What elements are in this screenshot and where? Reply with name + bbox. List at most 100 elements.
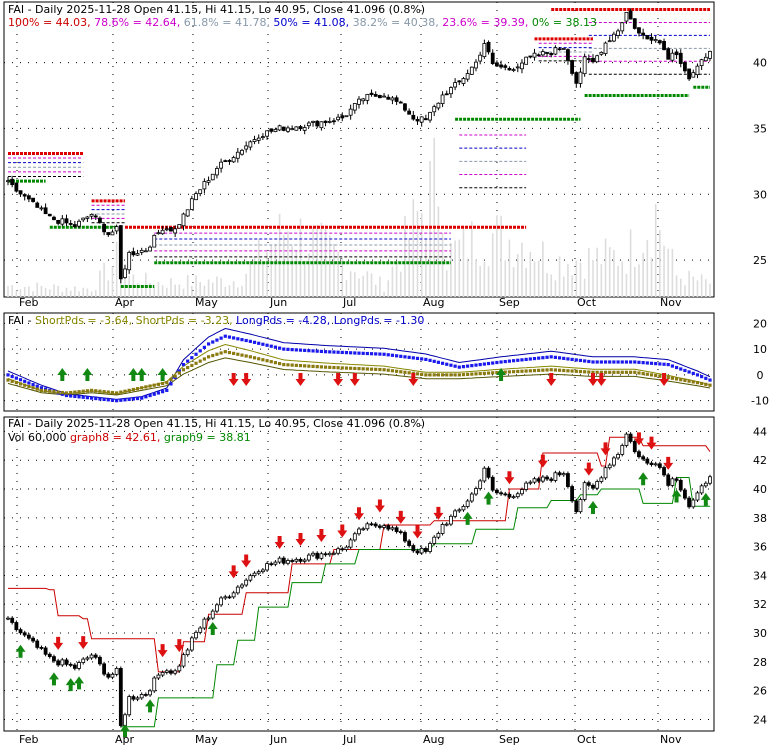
- volume-bar: [23, 286, 26, 297]
- volume-bar: [471, 221, 473, 297]
- long-dot: [161, 390, 165, 394]
- long-dot: [674, 365, 679, 370]
- long-dot: [683, 368, 687, 373]
- volume-bar: [529, 251, 532, 297]
- long-dot: [453, 364, 457, 368]
- stops-candle: [611, 457, 616, 466]
- short-dot: [332, 365, 336, 370]
- price-candle: [240, 149, 244, 155]
- volume-bar: [491, 233, 494, 297]
- long-dot: [102, 397, 106, 401]
- volume-bar: [53, 284, 55, 297]
- stops-candle: [286, 560, 290, 564]
- long-dot: [177, 369, 181, 373]
- price-candle: [43, 207, 48, 215]
- long-dot: [541, 356, 545, 360]
- short-dot: [541, 368, 545, 372]
- volume-bar: [512, 267, 515, 297]
- long-dot: [353, 351, 357, 355]
- stops-candle: [215, 604, 219, 612]
- price-candle: [336, 116, 341, 121]
- short-dot: [654, 373, 658, 378]
- stops-candle: [102, 663, 107, 675]
- short-dot: [144, 385, 148, 389]
- stops-candle: [666, 474, 671, 486]
- short-dot: [73, 390, 77, 394]
- long-dot: [670, 364, 674, 368]
- price-month-label: Aug: [423, 296, 444, 309]
- long-dot: [244, 338, 248, 343]
- long-dot: [269, 344, 273, 348]
- volume-bar: [111, 266, 114, 297]
- volume-bar: [462, 225, 465, 297]
- stops-candle: [81, 658, 86, 663]
- long-dot: [344, 351, 349, 355]
- long-dot: [549, 355, 553, 359]
- short-dot: [679, 378, 683, 382]
- price-candle: [102, 224, 107, 233]
- short-dot: [390, 369, 395, 373]
- long-dot: [557, 356, 562, 360]
- stops-candle: [185, 649, 190, 656]
- long-dot: [94, 396, 98, 401]
- short-dot: [420, 372, 424, 376]
- long-dot: [64, 393, 69, 398]
- stops-candle: [574, 500, 579, 513]
- volume-bar: [496, 215, 498, 297]
- price-candle: [687, 68, 692, 80]
- price-candle: [219, 161, 224, 169]
- volume-bar: [291, 246, 293, 297]
- price-candle: [256, 137, 261, 141]
- price-candle: [18, 190, 23, 195]
- volume-bar: [145, 272, 147, 297]
- stops-candle: [465, 500, 470, 507]
- stops-candle: [210, 610, 215, 619]
- price-candle: [319, 121, 324, 129]
- long-dot: [482, 362, 486, 366]
- short-dot: [286, 363, 290, 367]
- long-dot: [708, 378, 712, 382]
- stops-candle: [206, 617, 211, 620]
- stops-candle: [194, 631, 198, 639]
- short-dot: [624, 370, 629, 374]
- price-candle: [566, 49, 570, 61]
- stops-candle: [35, 640, 40, 648]
- long-dot: [119, 398, 123, 402]
- volume-bar: [445, 270, 448, 297]
- short-dot: [102, 390, 106, 394]
- volume-bar: [675, 275, 678, 297]
- long-dot: [403, 355, 407, 359]
- price-candle: [77, 220, 81, 227]
- stops-month-label: May: [195, 733, 218, 745]
- price-candle: [595, 55, 600, 63]
- long-dot: [566, 357, 570, 361]
- long-dot: [10, 374, 14, 379]
- short-dot: [512, 370, 516, 374]
- long-dot: [298, 348, 303, 352]
- short-dot: [491, 371, 495, 375]
- price-candle: [68, 223, 73, 225]
- volume-bar: [638, 264, 640, 297]
- long-dot: [603, 360, 608, 364]
- volume-bar: [575, 260, 578, 297]
- stops-candle: [549, 478, 554, 481]
- stops-sell-arrow: [295, 532, 306, 546]
- stops-ytick-label: 30: [753, 627, 767, 640]
- volume-bar: [567, 264, 569, 297]
- long-dot: [248, 339, 252, 343]
- long-dot: [303, 348, 307, 352]
- price-candle: [494, 62, 499, 67]
- volume-bar: [542, 241, 544, 297]
- price-candle: [306, 122, 311, 127]
- volume-bar: [207, 279, 210, 297]
- price-candle: [6, 180, 10, 183]
- volume-bar: [40, 285, 43, 297]
- price-candle: [611, 33, 616, 42]
- volume-bar: [78, 291, 80, 297]
- volume-bar: [316, 224, 319, 297]
- volume-bar: [358, 278, 360, 297]
- long-dot: [649, 361, 654, 365]
- stops-candle: [77, 662, 81, 669]
- short-dot: [173, 374, 177, 378]
- stops-candle: [415, 550, 420, 554]
